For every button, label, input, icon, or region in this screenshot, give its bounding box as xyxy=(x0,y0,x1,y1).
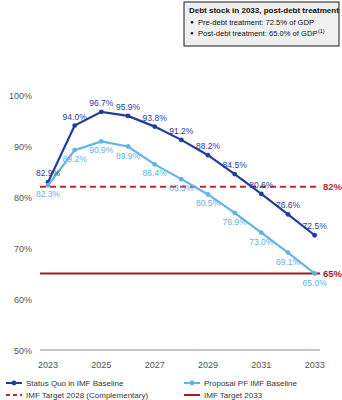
series-point xyxy=(312,271,317,276)
series-point xyxy=(232,172,237,177)
data-label: 82.3% xyxy=(36,189,61,199)
series-point xyxy=(126,144,131,149)
series-point xyxy=(286,250,291,255)
plot-area xyxy=(40,109,320,275)
series-point xyxy=(206,192,211,197)
y-tick-label: 50% xyxy=(14,346,32,356)
series-point xyxy=(152,162,157,167)
annotation-item: Pre-debt treatment: 72.5% of GDP xyxy=(198,18,314,27)
data-label: 88.2% xyxy=(196,141,221,151)
series-point xyxy=(312,233,317,238)
data-label: 84.5% xyxy=(223,160,248,170)
data-label: 94.0% xyxy=(63,112,88,122)
reference-label: 82% xyxy=(323,181,342,192)
series-point xyxy=(72,148,77,153)
series-point xyxy=(286,212,291,217)
series-line xyxy=(48,112,315,235)
reference-line xyxy=(40,273,320,275)
data-label: 80.5% xyxy=(196,198,221,208)
series-point xyxy=(259,192,264,197)
y-tick-label: 70% xyxy=(14,244,32,254)
series-point xyxy=(126,114,131,119)
data-label: 95.9% xyxy=(116,102,141,112)
series-point xyxy=(46,183,51,188)
y-tick-label: 60% xyxy=(14,295,32,305)
x-tick-label: 2027 xyxy=(145,360,165,370)
x-tick-label: 2023 xyxy=(38,360,58,370)
data-label: 89.2% xyxy=(63,154,88,164)
data-label: 86.4% xyxy=(143,168,168,178)
series-line xyxy=(48,141,315,273)
series-point xyxy=(72,123,77,128)
y-tick-label: 80% xyxy=(14,193,32,203)
data-label: 69.1% xyxy=(276,257,301,267)
x-tick-label: 2029 xyxy=(198,360,218,370)
legend-marker xyxy=(12,381,17,386)
x-tick-label: 2031 xyxy=(251,360,271,370)
legend-label: IMF Target 2033 xyxy=(204,391,263,400)
data-label: 90.9% xyxy=(89,145,114,155)
y-tick-label: 100% xyxy=(9,91,32,101)
x-axis-line xyxy=(40,350,320,351)
series-point xyxy=(232,210,237,215)
legend-marker xyxy=(190,381,195,386)
data-label: 83.5% xyxy=(169,183,194,193)
data-label: 76.6% xyxy=(276,200,301,210)
legend-swatch xyxy=(184,394,200,396)
annotation-title: Debt stock in 2033, post-debt treatment xyxy=(189,6,339,15)
data-label: 82.9% xyxy=(36,168,61,178)
series-point xyxy=(259,230,264,235)
series-point xyxy=(99,139,104,144)
footnote-mark: (1) xyxy=(318,28,325,34)
x-tick-label: 2033 xyxy=(305,360,325,370)
legend-label: Proposal PF IMF Baseline xyxy=(204,379,297,388)
series-point xyxy=(179,137,184,142)
reference-label: 65% xyxy=(323,268,342,279)
series-point xyxy=(99,109,104,114)
series-point xyxy=(152,124,157,129)
data-label: 80.6% xyxy=(249,180,274,190)
bullet xyxy=(191,32,194,35)
x-tick-label: 2025 xyxy=(91,360,111,370)
legend-label: Status Quo in IMF Baseline xyxy=(26,379,124,388)
bullet xyxy=(191,21,194,24)
data-label: 93.8% xyxy=(143,113,168,123)
data-label: 73.0% xyxy=(249,237,274,247)
data-label: 76.9% xyxy=(223,217,248,227)
legend-label: IMF Target 2028 (Complementary) xyxy=(26,391,148,400)
data-label: 89.9% xyxy=(116,151,141,161)
data-label: 96.7% xyxy=(89,98,114,108)
chart: 50% 60% 70% 80% 90% 100% 2023 2025 2027 2029 2031 2… xyxy=(0,0,342,400)
data-label: 91.2% xyxy=(169,126,194,136)
series-point xyxy=(206,153,211,158)
series-point xyxy=(179,177,184,182)
annotation-item: Post-debt treatment: 65.0% of GDP xyxy=(198,29,317,38)
annotation-box xyxy=(184,2,339,46)
legend-swatch xyxy=(6,394,22,396)
y-tick-label: 90% xyxy=(14,142,32,152)
data-label: 65.0% xyxy=(303,278,328,288)
data-label: 72.5% xyxy=(303,221,328,231)
